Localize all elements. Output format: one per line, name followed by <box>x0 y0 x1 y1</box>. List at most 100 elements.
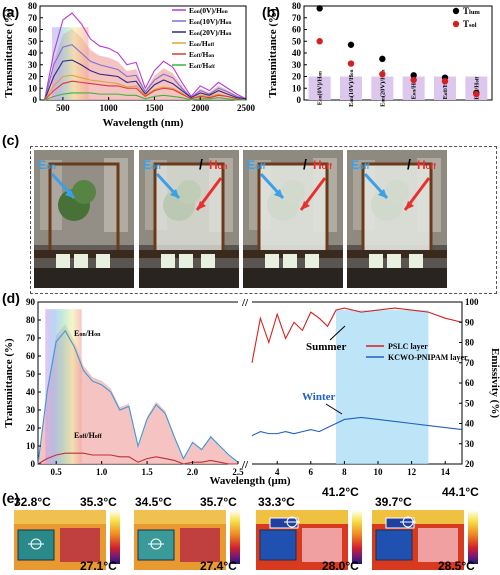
series-line-a-1 <box>44 44 247 101</box>
max-temp-3: 44.1°C <box>442 485 479 499</box>
y-tick-label-dr-8: 100 <box>465 297 479 307</box>
legend-label-b-0: Tlum <box>463 6 480 16</box>
chart-b-ylabel: Transmittance (%) <box>267 8 279 98</box>
series-line-a-3 <box>44 74 247 101</box>
y-tick-label-dr-0: 20 <box>465 459 475 469</box>
max-temp-0: 35.3°C <box>80 495 117 509</box>
thermal-svg-3 <box>372 510 464 570</box>
window-photo-1 <box>139 150 239 288</box>
y-tick-label-b-0: 0 <box>297 95 302 105</box>
legend-label-a-2: Eon(20V)/Hon <box>189 28 231 37</box>
point-1-5 <box>473 90 480 98</box>
y-tick-label-a-6: 60 <box>28 25 38 35</box>
arrows-1 <box>155 172 223 211</box>
summer-arrow <box>329 325 346 341</box>
thermal-svg-0 <box>14 510 106 570</box>
x-tick-label-a-1: 1000 <box>100 103 119 113</box>
y-tick-label-dr-3: 50 <box>465 398 475 408</box>
window-photo-3 <box>347 150 447 288</box>
window-photo-0 <box>34 150 134 288</box>
y-tick-label-dl-1: 10 <box>26 441 36 451</box>
spot-temp-2: 33.3°C <box>258 495 295 509</box>
spot-temp-0: 32.8°C <box>14 495 51 509</box>
slash-1: / <box>199 156 203 172</box>
series-line-a-5 <box>44 92 246 101</box>
x-tick-label-dr-2: 8 <box>342 467 347 477</box>
panel-label-e: (e) <box>2 490 20 506</box>
chart-d-ylabel-right: Emissivity (%) <box>489 348 500 418</box>
category-bar-2 <box>371 76 394 100</box>
y-tick-label-b-3: 30 <box>292 60 302 70</box>
y-tick-label-dr-5: 70 <box>465 358 475 368</box>
y-tick-label-dl-2: 20 <box>26 423 36 433</box>
e-arrowhead-2 <box>274 189 283 198</box>
x-tick-label-dr-5: 14 <box>441 467 451 477</box>
x-tick-label-a-4: 2500 <box>237 103 256 113</box>
y-tick-label-b-4: 40 <box>292 48 302 58</box>
point-0-3 <box>410 72 417 79</box>
arrows-0 <box>50 172 76 200</box>
series-line-a-4 <box>44 80 247 101</box>
window-photo-2 <box>243 150 343 288</box>
panel-label-b: (b) <box>262 4 280 20</box>
category-bar-4 <box>434 76 456 100</box>
chart-d-xlabel: Wavelength (μm) <box>209 475 290 487</box>
arrows-3 <box>363 172 431 211</box>
max-temp-2: 41.2°C <box>322 485 359 499</box>
solar-spectrum-fill-d <box>38 324 238 464</box>
e-arrowhead-0 <box>65 189 74 198</box>
summer-label: Summer <box>306 341 346 353</box>
legend-label-a-1: Eon(10V)/Hon <box>189 17 231 26</box>
y-tick-label-dl-7: 70 <box>26 333 36 343</box>
arrows-2 <box>259 172 327 211</box>
point-1-2 <box>379 70 386 78</box>
y-tick-label-a-3: 30 <box>28 60 38 70</box>
chart-d: // // 0.5 1.0 1.5 2.0 2.5 4 6 8 10 12 14 0 10 20 30 40 50 6… <box>3 297 500 487</box>
category-bar-5 <box>465 76 488 100</box>
x-tick-label-dl-0: 0.5 <box>51 467 63 477</box>
panel-label-d: (d) <box>2 290 20 306</box>
y-tick-label-b-1: 10 <box>292 83 302 93</box>
series-line-a-0 <box>44 12 247 101</box>
point-1-0 <box>316 38 323 45</box>
e-arrowhead-3 <box>378 189 387 198</box>
annotation-on: Eon/Hon <box>74 329 101 338</box>
h-arrowhead-1 <box>197 201 206 210</box>
annotation-off: Eoff/Hoff <box>74 431 103 440</box>
spot-temp-1: 34.5°C <box>135 495 172 509</box>
legend-label-a-5: Eoff/Hoff <box>189 61 215 70</box>
spot-temp-3: 39.7°C <box>375 495 412 509</box>
y-tick-label-dr-1: 30 <box>465 439 475 449</box>
y-tick-label-dr-4: 60 <box>465 378 475 388</box>
legend-dot-b-0 <box>452 7 460 15</box>
axis-break-bottom <box>238 460 252 468</box>
category-label-0: Eon(0V)/Hon <box>317 71 324 105</box>
color-scale-bar-3 <box>468 510 478 564</box>
y-tick-label-b-8: 80 <box>292 1 302 11</box>
thermal-image-3 <box>372 510 464 570</box>
x-tick-label-dr-4: 12 <box>407 467 417 477</box>
window-photo-svg-3 <box>347 150 447 288</box>
x-tick-label-a-3: 2000 <box>191 103 210 113</box>
x-tick-label-a-0: 500 <box>56 103 70 113</box>
h-arrowhead-2 <box>301 201 310 210</box>
h-arrowhead-3 <box>405 201 414 210</box>
x-tick-label-dr-3: 10 <box>374 467 384 477</box>
e-arrowhead-1 <box>170 189 179 198</box>
x-tick-label-dr-1: 6 <box>309 467 314 477</box>
color-scale-bar-2 <box>352 510 362 564</box>
solar-spectrum-fill <box>44 28 247 100</box>
transmittance-off-line <box>37 452 238 465</box>
thermal-image-2 <box>256 510 348 570</box>
e-label-3: Eoff <box>351 158 370 172</box>
y-tick-label-a-2: 20 <box>28 72 38 82</box>
thermal-svg-2 <box>256 510 348 570</box>
y-tick-label-b-5: 50 <box>292 36 302 46</box>
x-tick-label-dl-3: 2.0 <box>187 467 199 477</box>
y-tick-label-a-4: 40 <box>28 48 38 58</box>
h-label-2: Hoff <box>313 158 332 172</box>
y-tick-label-dl-4: 40 <box>26 387 36 397</box>
panel-label-c: (c) <box>2 132 20 148</box>
h-label-3: Hoff <box>417 158 436 172</box>
y-tick-label-a-0: 0 <box>33 95 38 105</box>
